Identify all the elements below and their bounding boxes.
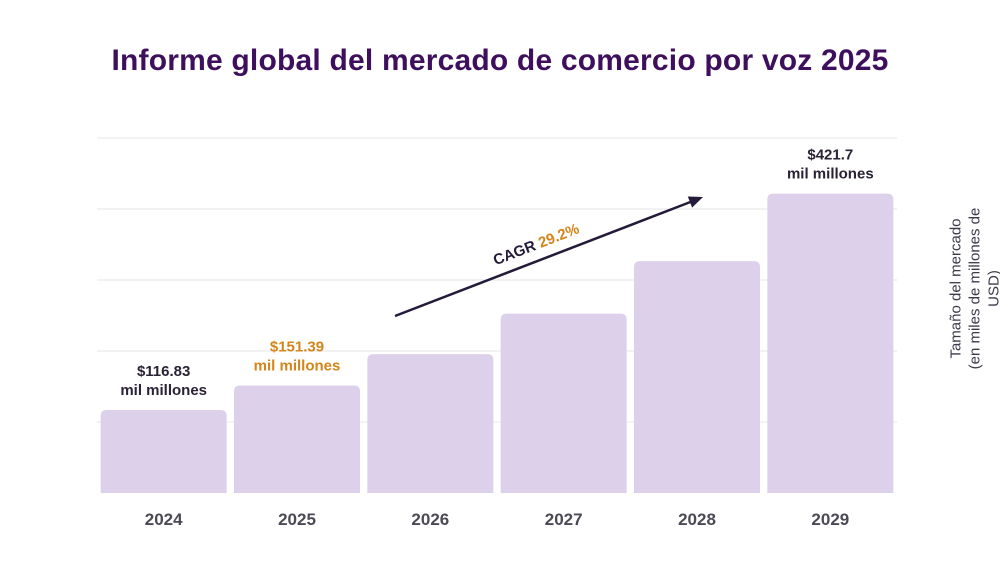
x-tick-label-2026: 2026 (411, 510, 449, 529)
grid-lines (97, 137, 897, 423)
x-tick-labels: 2024 2025 2026 2027 2028 2029 (145, 510, 849, 529)
data-label-unit-2025: mil millones (254, 358, 341, 375)
data-label-value-2024: $116.83 (137, 363, 190, 380)
chart-title: Informe global del mercado de comercio p… (111, 44, 889, 77)
bars (100, 193, 894, 493)
x-tick-label-2027: 2027 (545, 510, 583, 529)
bar-2029 (767, 193, 894, 493)
bar-2026 (367, 354, 494, 493)
bar-2028 (634, 261, 760, 493)
x-tick-label-2029: 2029 (811, 510, 849, 529)
y-axis-label: Tamaño del mercado (en miles de millones… (947, 194, 1000, 384)
data-label-value-2029: $421.7 (807, 147, 853, 164)
bar-2024 (100, 410, 227, 493)
cagr-arrow-line (394, 199, 694, 318)
bar-2025 (234, 385, 360, 493)
cagr-arrow-head (687, 196, 703, 208)
data-label-value-2025: $151.39 (270, 339, 324, 356)
y-axis-label-line1: Tamaño del mercado (947, 218, 965, 359)
y-axis-label-line2: (en miles de millones de USD) (966, 207, 1000, 370)
cagr-label-text: CAGR (491, 236, 542, 269)
data-label-unit-2029: mil millones (787, 166, 874, 183)
x-tick-label-2024: 2024 (145, 510, 183, 529)
data-label-unit-2024: mil millones (120, 382, 207, 399)
bar-2027 (500, 313, 627, 493)
x-tick-label-2025: 2025 (278, 510, 316, 529)
x-tick-label-2028: 2028 (678, 510, 716, 529)
data-labels: $116.83 mil millones $151.39 mil millones $4… (120, 147, 873, 399)
